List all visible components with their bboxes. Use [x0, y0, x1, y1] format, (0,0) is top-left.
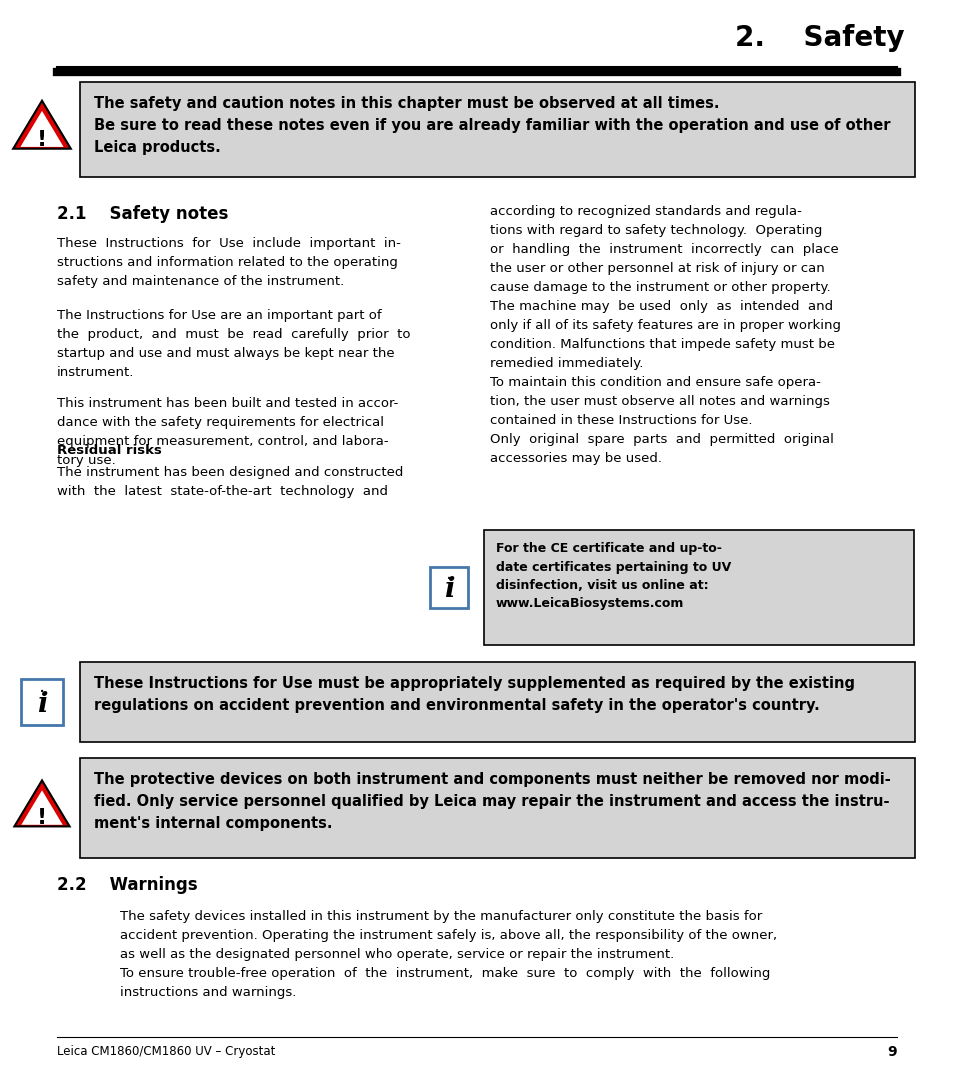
Text: ·: · [445, 569, 452, 589]
Text: Residual risks: Residual risks [57, 444, 162, 457]
Polygon shape [13, 100, 71, 149]
Text: 2.1    Safety notes: 2.1 Safety notes [57, 205, 228, 222]
Text: For the CE certificate and up-to-
date certificates pertaining to UV
disinfectio: For the CE certificate and up-to- date c… [496, 542, 731, 610]
Text: !: ! [37, 808, 47, 828]
Text: The instrument has been designed and constructed
with  the  latest  state-of-the: The instrument has been designed and con… [57, 465, 403, 498]
Polygon shape [20, 111, 64, 147]
Text: Leica CM1860/CM1860 UV – Cryostat: Leica CM1860/CM1860 UV – Cryostat [57, 1045, 275, 1058]
Text: This instrument has been built and tested in accor-
dance with the safety requir: This instrument has been built and teste… [57, 397, 398, 467]
Text: !: ! [37, 130, 47, 149]
Text: The Instructions for Use are an important part of
the  product,  and  must  be  : The Instructions for Use are an importan… [57, 309, 410, 379]
Bar [430, 567, 468, 608]
Text: The safety devices installed in this instrument by the manufacturer only constit: The safety devices installed in this ins… [120, 910, 777, 999]
Bar [21, 679, 63, 725]
Bar [80, 82, 914, 177]
Text: according to recognized standards and regula-
tions with regard to safety techno: according to recognized standards and re… [490, 205, 841, 465]
Polygon shape [21, 791, 63, 825]
Bar [483, 530, 913, 645]
Text: 2.2    Warnings: 2.2 Warnings [57, 876, 197, 894]
Text: These  Instructions  for  Use  include  important  in-
structions and informatio: These Instructions for Use include impor… [57, 237, 400, 288]
Text: 2.    Safety: 2. Safety [735, 24, 904, 52]
Text: The safety and caution notes in this chapter must be observed at all times.
Be s: The safety and caution notes in this cha… [94, 96, 889, 156]
Text: i: i [443, 576, 454, 603]
Text: These Instructions for Use must be appropriately supplemented as required by the: These Instructions for Use must be appro… [94, 676, 854, 713]
Text: The protective devices on both instrument and components must neither be removed: The protective devices on both instrumen… [94, 772, 890, 832]
Text: ·: · [39, 684, 45, 702]
Polygon shape [14, 781, 70, 826]
Text: 9: 9 [886, 1045, 896, 1059]
Bar [80, 662, 914, 742]
Bar [80, 758, 914, 858]
Text: i: i [37, 690, 48, 717]
